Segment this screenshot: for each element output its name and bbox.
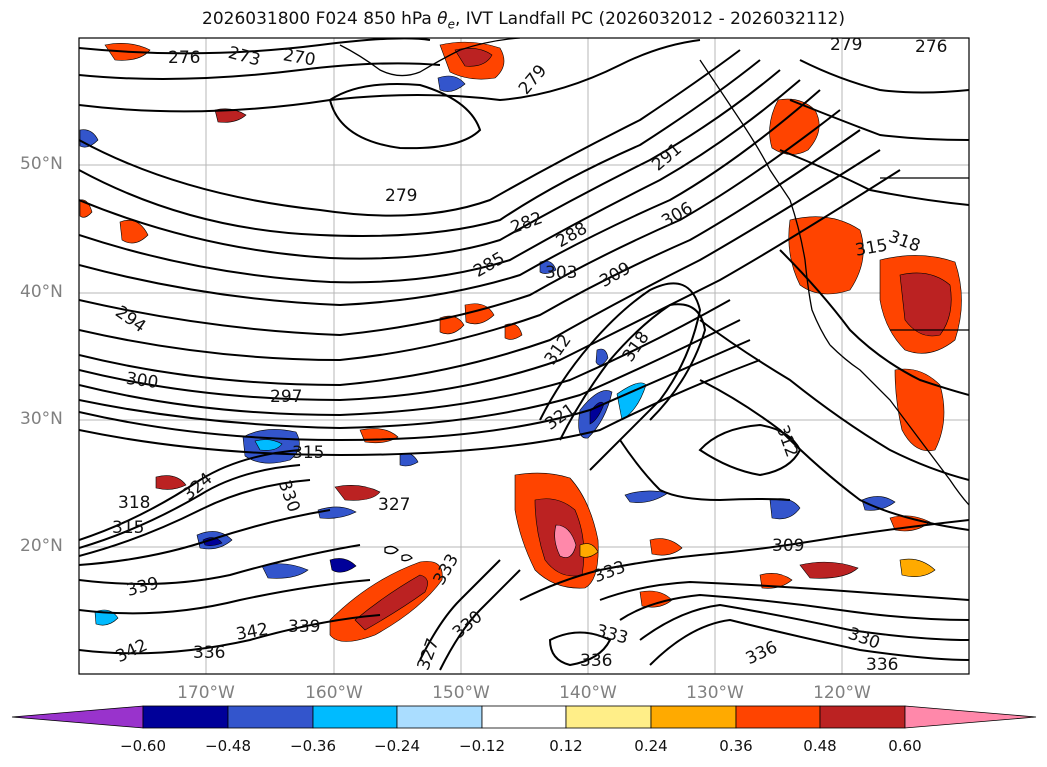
contour-label: 315 [112,518,144,538]
lon-tick-170w: 170°W [177,683,235,703]
colorbar-box [650,705,737,729]
colorbar-tick: −0.24 [374,737,420,755]
lat-tick-30n: 30°N [20,409,63,429]
lon-tick-150w: 150°W [432,683,490,703]
contour-label: 336 [580,651,612,671]
negative-blob [595,348,609,366]
positive-blob [788,216,864,295]
positive-blob [214,108,247,123]
positive-blob [439,315,465,335]
negative-blob [254,439,283,451]
lon-tick-120w: 120°W [813,683,871,703]
positive-blob [579,543,599,558]
positive-blob [79,199,93,218]
positive-blob [649,538,683,556]
contour-label: 279 [385,186,417,206]
positive-blob [334,485,381,501]
colorbar-box [565,705,652,729]
contour-label: 303 [545,263,577,283]
lon-tick-130w: 130°W [686,683,744,703]
alaska-panhandle [699,59,791,201]
contour-label: 279 [830,35,862,55]
positive-blob [899,272,952,337]
pacific-northwest-coast [789,199,831,346]
colorbar-tick: −0.60 [120,737,166,755]
contour-label: 297 [270,387,302,407]
colorbar-tick: 0.12 [549,737,583,755]
map-title: 2026031800 F024 850 hPa θe, IVT Landfall… [202,9,845,32]
negative-blob [329,558,357,573]
positive-blob [119,219,149,244]
colorbar-tick: 0.48 [803,737,837,755]
colorbar-box [227,705,314,729]
lat-tick-40n: 40°N [20,282,63,302]
colorbar-tick: −0.36 [290,737,336,755]
contour-label: 309 [772,536,804,556]
positive-blob [454,48,493,67]
colorbar-box [142,705,229,729]
lon-tick-140w: 140°W [559,683,617,703]
map-layers [79,38,969,674]
contour-label: 315 [292,443,324,463]
colorbar-tick: 0.60 [888,737,922,755]
lon-tick-160w: 160°W [305,683,363,703]
map-frame [78,37,970,675]
positive-blob [899,558,936,577]
contour-label: 318 [118,493,150,513]
colorbar-tick: −0.12 [459,737,505,755]
positive-blob [799,561,859,579]
shaded-field [79,41,962,642]
contour-label: 276 [168,48,200,68]
alaska-coast [339,38,521,77]
colorbar-arrow-left [11,705,144,729]
negative-blob [861,496,896,511]
positive-blob [155,475,187,490]
colorbar-box [735,705,821,729]
california-coast [829,344,969,506]
lat-tick-20n: 20°N [20,536,63,556]
contour-label: 327 [378,495,410,515]
colorbar-tick: 0.24 [634,737,668,755]
colorbar-box [819,705,906,729]
colorbar [11,705,1037,729]
positive-blob [759,573,793,589]
negative-blob [202,537,223,546]
positive-blob [894,368,945,452]
colorbar-box [312,705,398,729]
colorbar-box [396,705,483,729]
colorbar-tick: 0.36 [719,737,753,755]
lat-tick-50n: 50°N [20,154,63,174]
negative-blob [437,75,466,92]
contour-label: 276 [915,37,947,57]
hawaii-islands [384,545,413,562]
colorbar-box [481,705,567,729]
contour-label: 339 [288,617,320,637]
contour-label: 300 [125,369,160,393]
coastline [339,38,969,562]
colorbar-tick: −0.48 [205,737,251,755]
contour-label: 336 [193,643,225,663]
negative-blob [261,563,309,579]
colorbar-arrow-right [904,705,1037,729]
positive-blob [554,524,577,558]
contour-label: 336 [866,655,898,675]
